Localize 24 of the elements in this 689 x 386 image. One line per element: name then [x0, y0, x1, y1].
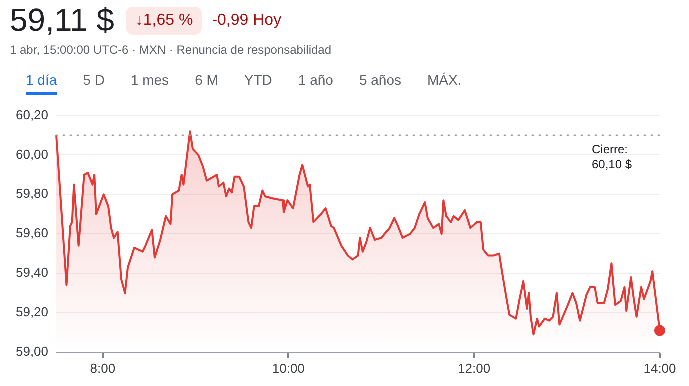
text: 5 D — [83, 72, 105, 90]
y-tick-label: 59,20 — [16, 304, 49, 320]
x-tick-label: 10:00 — [272, 360, 305, 376]
y-tick-label: 59,40 — [16, 265, 49, 280]
text: YTD — [244, 72, 272, 90]
chart-title: 59,11 $ — [10, 2, 114, 39]
y-tick-label: 59,60 — [16, 226, 49, 241]
x-tick-label: 8:00 — [90, 360, 116, 376]
y-tick-label: 60,00 — [16, 146, 49, 162]
text: ↓1,65 % — [126, 6, 202, 34]
ref-line-label: Cierre: 60,10 $ — [592, 142, 632, 172]
chart-subtitle: 1 abr, 15:00:00 UTC-6 · MXN · Renuncia de responsabilidad — [10, 43, 332, 57]
text: 5 años — [359, 72, 402, 90]
text: 1 día — [26, 72, 58, 95]
y-tick-label: 60,20 — [16, 107, 49, 122]
x-tick-label: 12:00 — [458, 360, 491, 376]
text: 6 M — [195, 72, 218, 90]
text: 1 año — [298, 72, 334, 90]
y-tick-label: 59,80 — [16, 186, 49, 202]
x-tick-label: 14:00 — [644, 360, 676, 376]
text: 1 mes — [130, 72, 170, 90]
text: -0,99 Hoy — [212, 12, 282, 30]
y-tick-label: 59,00 — [16, 344, 49, 359]
text: MÁX. — [428, 72, 462, 90]
